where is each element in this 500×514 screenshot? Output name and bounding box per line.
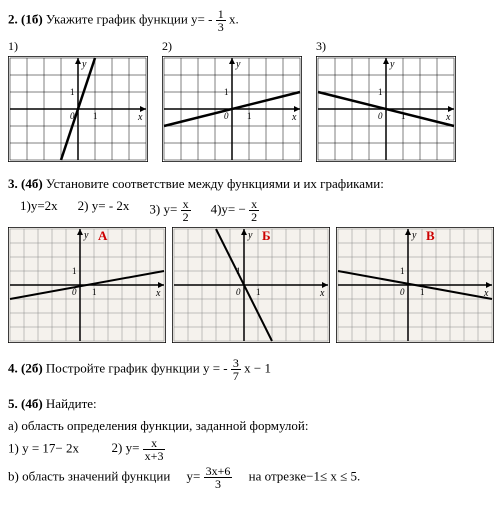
svg-text:x: x [319, 288, 325, 299]
svg-text:x: x [483, 288, 489, 299]
q2-graph-3: 3) 0 1 1 x y [316, 39, 456, 162]
svg-text:y: y [235, 59, 241, 70]
q2-body2: х. [229, 11, 239, 26]
svg-text:0: 0 [236, 287, 241, 297]
q5-text: 5. (4б) Найдите: [8, 396, 500, 412]
q5-a1: 1) y = 17− 2x [8, 440, 79, 455]
q2-graph-2: 2) 0 1 1 x y [162, 39, 302, 162]
q2-label-3: 3) [316, 39, 456, 54]
svg-text:y: y [389, 59, 395, 70]
svg-text:Б: Б [262, 228, 271, 243]
q2-label-1: 1) [8, 39, 148, 54]
svg-text:1: 1 [401, 111, 406, 121]
q3-text: 3. (4б) Установите соответствие между фу… [8, 176, 500, 192]
svg-text:0: 0 [70, 111, 75, 121]
question-4: 4. (2б) Постройте график функции у = - 3… [8, 357, 500, 382]
svg-text:В: В [426, 228, 435, 243]
q5-a2: 2) у= хх+3 [112, 440, 166, 455]
q3-graphs-row: 011xyА 011xyБ 011xyВ [8, 227, 500, 343]
svg-text:x: x [137, 112, 143, 123]
graph-svg-a: 0 1 1 x yА [8, 227, 166, 343]
svg-text:1: 1 [256, 287, 261, 297]
svg-text:y: y [411, 230, 417, 241]
q3-opt3: 3) у= х2 [149, 198, 190, 223]
svg-text:1: 1 [93, 111, 98, 121]
q2-graph-1: 1) 0 1 1 x y [8, 39, 148, 162]
svg-text:1: 1 [400, 266, 405, 276]
q4-text: 4. (2б) Постройте график функции у = - 3… [8, 357, 500, 382]
q3-options: 1)у=2х 2) у= - 2х 3) у= х2 4)у= − х2 [20, 198, 500, 223]
q4-body2: х − 1 [244, 360, 271, 375]
q5-a-opts: 1) y = 17− 2x 2) у= хх+3 [8, 437, 500, 462]
q4-num: 4. (2б) [8, 360, 43, 375]
svg-text:1: 1 [236, 266, 241, 276]
svg-text:1: 1 [92, 287, 97, 297]
svg-text:1: 1 [72, 266, 77, 276]
question-2: 2. (1б) Укажите график функции у= - 13 х… [8, 8, 500, 162]
q3-body: Установите соответствие между функциями … [46, 176, 384, 191]
svg-text:0: 0 [72, 287, 77, 297]
q2-body: Укажите график функции у= - [46, 11, 213, 26]
graph-svg-b: 0 1 1 x yБ [172, 227, 330, 343]
svg-text:y: y [83, 230, 89, 241]
svg-text:1: 1 [70, 87, 75, 97]
svg-text:1: 1 [378, 87, 383, 97]
svg-text:0: 0 [378, 111, 383, 121]
question-5: 5. (4б) Найдите: а) область определения … [8, 396, 500, 490]
svg-text:x: x [155, 288, 161, 299]
svg-text:0: 0 [400, 287, 405, 297]
svg-text:1: 1 [420, 287, 425, 297]
q2-text: 2. (1б) Укажите график функции у= - 13 х… [8, 8, 500, 33]
svg-text:1: 1 [224, 87, 229, 97]
question-3: 3. (4б) Установите соответствие между фу… [8, 176, 500, 343]
q2-label-2: 2) [162, 39, 302, 54]
q4-body: Постройте график функции у = - [46, 360, 228, 375]
q5-a: а) область определения функции, заданной… [8, 418, 500, 434]
graph-svg-2: 0 1 1 x y [162, 56, 302, 162]
q2-num: 2. (1б) [8, 11, 43, 26]
q2-frac: 13 [216, 8, 226, 33]
q3-opt2: 2) у= - 2х [78, 198, 130, 223]
q5-num: 5. (4б) [8, 396, 43, 411]
svg-text:x: x [291, 112, 297, 123]
q5-b: b) область значений функции у= 3х+63 на … [8, 465, 500, 490]
svg-text:1: 1 [247, 111, 252, 121]
svg-text:x: x [445, 112, 451, 123]
svg-text:А: А [98, 228, 108, 243]
q2-graphs-row: 1) 0 1 1 x y 2) 0 1 1 x y 3) 0 1 1 x y [8, 39, 500, 162]
graph-svg-1: 0 1 1 x y [8, 56, 148, 162]
q4-frac: 37 [231, 357, 241, 382]
svg-text:0: 0 [224, 111, 229, 121]
graph-svg-3: 0 1 1 x y [316, 56, 456, 162]
graph-svg-c: 0 1 1 x yВ [336, 227, 494, 343]
q3-opt1: 1)у=2х [20, 198, 58, 223]
svg-text:y: y [247, 230, 253, 241]
q3-opt4: 4)у= − х2 [211, 198, 260, 223]
svg-text:y: y [81, 59, 87, 70]
q3-num: 3. (4б) [8, 176, 43, 191]
q5-body: Найдите: [46, 396, 97, 411]
